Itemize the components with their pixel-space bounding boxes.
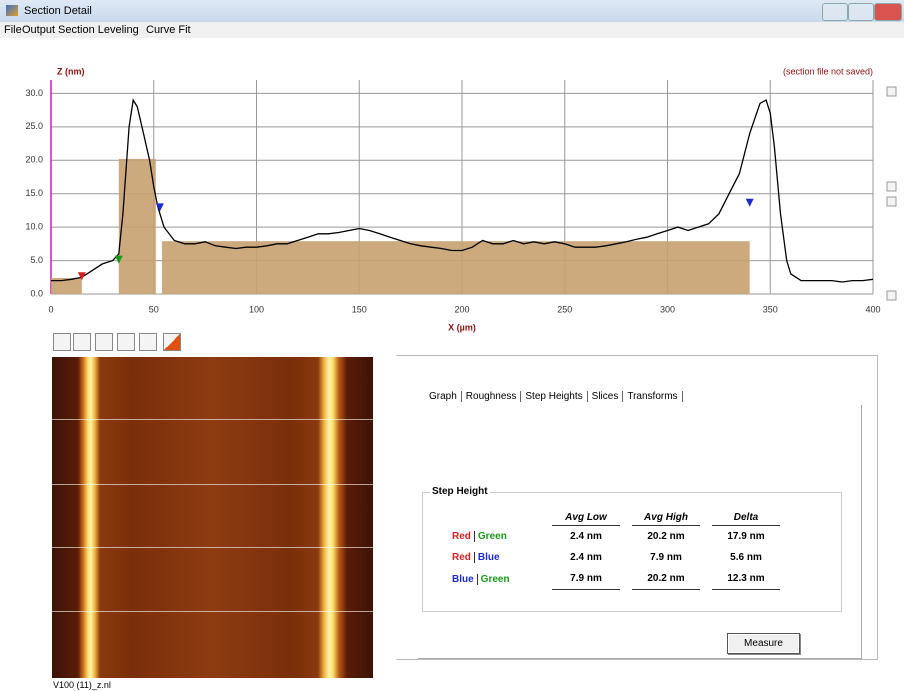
scroll-button (887, 87, 896, 96)
y-tick-label: 30.0 (25, 88, 43, 98)
tool-button[interactable] (73, 333, 91, 351)
menu-item[interactable]: Output (22, 24, 55, 36)
separator (474, 531, 475, 542)
cursor-marker (746, 199, 754, 207)
x-tick-label: 50 (149, 304, 159, 314)
tool-button[interactable] (139, 333, 157, 351)
column-header: Avg Low (552, 510, 620, 526)
column-header: Avg High (632, 510, 700, 526)
group-title: Step Height (430, 486, 490, 497)
table-row: Red Blue 2.4 nm 7.9 nm 5.6 nm (452, 547, 780, 568)
table-row: Blue Green 7.9 nm 20.2 nm 12.3 nm (452, 568, 780, 590)
y-tick-label: 25.0 (25, 121, 43, 131)
pair-cell: Red Blue (452, 547, 540, 568)
status-note: (section file not saved) (783, 66, 873, 76)
y-tick-label: 15.0 (25, 188, 43, 198)
x-tick-label: 250 (557, 304, 572, 314)
header-row: Avg Low Avg High Delta (452, 510, 780, 526)
pair-cell: Red Green (452, 526, 540, 547)
step-region (162, 241, 750, 294)
table-row: Red Green 2.4 nm 20.2 nm 17.9 nm (452, 526, 780, 547)
cursor-marker (156, 203, 164, 211)
corner (452, 510, 540, 526)
profile-chart: 0.0 5.0 10.0 15.0 20.0 25.0 30.0 0 50 100 150 200 25… (0, 38, 904, 333)
tool-button[interactable] (117, 333, 135, 351)
y-tick-label: 10.0 (25, 222, 43, 232)
value-cell: 7.9 nm (632, 547, 700, 568)
tool-button[interactable] (163, 333, 181, 351)
title-bar (0, 0, 904, 22)
tab[interactable]: Graph (425, 391, 462, 402)
x-tick-label: 200 (454, 304, 469, 314)
pair-label: Red (452, 552, 471, 563)
tab[interactable]: Slices (588, 391, 624, 402)
window: {"window": {"title": "Section Detail"}, … (0, 0, 904, 691)
scroll-button (887, 291, 896, 300)
x-tick-label: 150 (352, 304, 367, 314)
window-title: Section Detail (24, 5, 92, 17)
x-tick-label: 0 (48, 304, 53, 314)
measure-button[interactable]: Measure (727, 633, 800, 654)
pair-label: Blue (478, 552, 500, 563)
separator (477, 574, 478, 585)
x-tick-label: 100 (249, 304, 264, 314)
menu-item[interactable]: Section Leveling (58, 24, 139, 36)
menu-item[interactable]: File (4, 24, 22, 36)
y-axis-label: Z (nm) (57, 66, 85, 76)
y-tick-label: 20.0 (25, 155, 43, 165)
step-region (119, 159, 156, 294)
tool-button[interactable] (95, 333, 113, 351)
tool-button[interactable] (53, 333, 71, 351)
tab[interactable]: Roughness (462, 391, 522, 402)
x-tick-label: 350 (763, 304, 778, 314)
pair-label: Green (481, 574, 510, 585)
value-cell: 2.4 nm (552, 526, 620, 547)
menu-item[interactable]: Curve Fit (146, 24, 191, 36)
x-tick-label: 400 (865, 304, 880, 314)
value-cell: 20.2 nm (632, 568, 700, 590)
value-cell: 20.2 nm (632, 526, 700, 547)
column-header: Delta (712, 510, 780, 526)
app-icon (6, 5, 18, 16)
y-tick-label: 5.0 (30, 255, 43, 265)
tab[interactable]: Transforms (623, 391, 682, 402)
value-cell: 17.9 nm (712, 526, 780, 547)
close-button[interactable] (874, 3, 902, 21)
step-height-table: Avg Low Avg High Delta Red Green 2.4 nm 20.2 n… (440, 510, 792, 590)
separator (474, 552, 475, 563)
x-axis-label: X (µm) (448, 322, 476, 332)
minimize-button[interactable] (822, 3, 848, 21)
pair-label: Blue (452, 574, 474, 585)
image-caption: V100 (11)_z.nl (53, 680, 111, 690)
value-cell: 7.9 nm (552, 568, 620, 590)
pair-cell: Blue Green (452, 568, 540, 590)
value-cell: 12.3 nm (712, 568, 780, 590)
x-tick-label: 300 (660, 304, 675, 314)
tab[interactable]: Step Heights (521, 391, 587, 402)
pair-label: Red (452, 531, 471, 542)
pair-label: Green (478, 531, 507, 542)
scroll-button (887, 197, 896, 206)
value-cell: 5.6 nm (712, 547, 780, 568)
y-tick-label: 0.0 (30, 288, 43, 298)
value-cell: 2.4 nm (552, 547, 620, 568)
afm-image (52, 357, 373, 678)
scroll-button (887, 182, 896, 191)
maximize-button[interactable] (848, 3, 874, 21)
